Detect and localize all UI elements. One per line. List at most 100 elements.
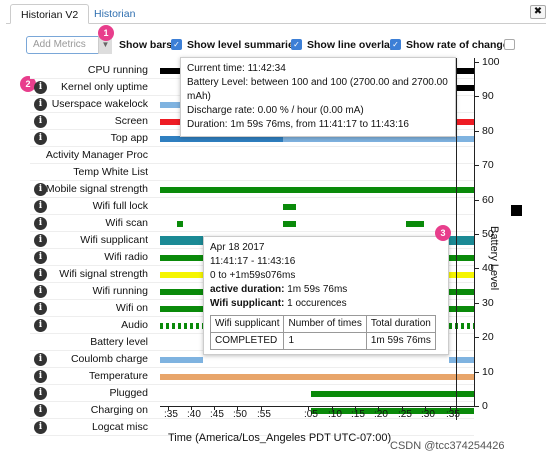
x-tick (355, 406, 356, 410)
info-icon[interactable]: i (34, 302, 47, 315)
y-tick-label: 30 (482, 296, 494, 309)
info-icon[interactable]: i (34, 285, 47, 298)
info-icon[interactable]: i (34, 98, 47, 111)
info-icon[interactable]: i (34, 370, 47, 383)
x-axis (160, 406, 474, 407)
tooltip-battery-level: Battery Level: between 100 and 100 (2700… (187, 77, 448, 102)
timeline-bar[interactable] (283, 136, 474, 142)
watermark: CSDN @tcc374254426 (390, 440, 505, 452)
timeline-bar[interactable] (160, 187, 474, 193)
timeline-row: i Wifi full lock (30, 198, 474, 215)
y-tick (474, 62, 479, 63)
timeline-bar[interactable] (160, 68, 180, 74)
timeline-bar[interactable] (449, 323, 474, 329)
x-tick-label: :15 (351, 409, 365, 420)
close-button[interactable]: ✖ (530, 5, 546, 19)
show-line-overlay-label: Show line overlay (307, 39, 396, 51)
row-label: Wifi on (115, 302, 148, 314)
row-label: Logcat misc (91, 421, 148, 433)
info-icon[interactable]: i (34, 200, 47, 213)
timeline-bar[interactable] (160, 374, 474, 380)
timeline-bar[interactable] (456, 68, 474, 74)
timeline-bar[interactable] (449, 357, 474, 363)
legend-swatch (511, 205, 522, 216)
timeline-row: i Temperature (30, 368, 474, 385)
table-row: COMPLETED 1 1m 59s 76ms (209, 332, 436, 350)
show-line-overlay-checkbox[interactable]: ✓ (390, 39, 401, 50)
show-bars-label: Show bars (119, 39, 173, 51)
timeline-bar[interactable] (160, 357, 203, 363)
x-tick-label: :35 (164, 409, 178, 420)
info-icon[interactable]: i (34, 387, 47, 400)
y-tick (474, 234, 479, 235)
y-tick-label: 20 (482, 331, 494, 344)
y-tick-label: 50 (482, 228, 494, 240)
show-bars-checkbox[interactable]: ✓ (171, 39, 182, 50)
timeline-bar[interactable] (160, 102, 180, 108)
timeline-bar[interactable] (311, 391, 474, 397)
x-tick-label: :30 (421, 409, 435, 420)
x-tick (425, 406, 426, 410)
timeline-bar[interactable] (177, 221, 183, 227)
timeline-bar[interactable] (283, 221, 296, 227)
row-label: Wifi radio (104, 251, 148, 263)
info-icon[interactable]: i (34, 115, 47, 128)
x-tick (261, 406, 262, 410)
row-label: CPU running (87, 64, 148, 76)
supplicant-table: Wifi supplicant Number of times Total dura… (209, 315, 436, 350)
timeline-row: i Plugged (30, 385, 474, 402)
info-icon[interactable]: i (34, 421, 47, 434)
row-label: Top app (110, 132, 148, 144)
info-icon[interactable]: i (34, 404, 47, 417)
info-icon[interactable]: i (34, 268, 47, 281)
row-label: Mobile signal strength (45, 183, 148, 195)
x-tick-label: :20 (374, 409, 388, 420)
y-tick (474, 337, 479, 339)
x-tick (308, 406, 309, 410)
info-icon[interactable]: i (34, 81, 47, 94)
row-label: Wifi full lock (92, 200, 148, 212)
x-tick (402, 406, 403, 410)
tab-historian[interactable]: Historian (94, 8, 136, 20)
annotation-badge-1: 1 (98, 25, 114, 41)
y-tick (474, 302, 479, 304)
timeline-bar[interactable] (311, 408, 474, 414)
row-label: Temp White List (73, 166, 148, 178)
timeline-row: Activity Manager Proc (30, 147, 474, 164)
x-tick (214, 406, 215, 410)
info-icon[interactable]: i (34, 251, 47, 264)
row-label: Temperature (89, 370, 148, 382)
timeline-bar[interactable] (406, 221, 424, 227)
y-tick-label: 100 (482, 56, 500, 68)
y-tick (474, 406, 479, 407)
row-label: Userspace wakelock (51, 98, 148, 110)
info-icon[interactable]: i (34, 319, 47, 332)
tooltip-range: 11:41:17 - 11:43:16 (210, 256, 296, 267)
timeline-bar[interactable] (283, 204, 296, 210)
timeline-row: i Mobile signal strength (30, 181, 474, 198)
info-icon[interactable]: i (34, 183, 47, 196)
x-tick-label: :35 (446, 409, 460, 420)
show-level-summaries-checkbox[interactable]: ✓ (291, 39, 302, 50)
row-label: Activity Manager Proc (45, 149, 148, 161)
x-tick (450, 406, 451, 410)
timeline-bar[interactable] (160, 323, 203, 329)
y-tick (474, 130, 479, 132)
row-label: Battery level (90, 336, 148, 348)
info-icon[interactable]: i (34, 353, 47, 366)
tooltip-discharge-rate: Discharge rate: 0.00 % / hour (0.00 mA) (187, 105, 364, 116)
y-tick (474, 268, 479, 270)
info-icon[interactable]: i (34, 217, 47, 230)
y-tick-label: 0 (482, 400, 488, 412)
x-axis-title: Time (America/Los_Angeles PDT UTC-07:00) (168, 432, 392, 444)
show-rate-of-change-checkbox[interactable] (504, 39, 515, 50)
timeline-bar[interactable] (160, 136, 283, 142)
time-cursor-line (456, 58, 457, 420)
info-icon[interactable]: i (34, 234, 47, 247)
tooltip-offset: 0 to +1m59s076ms (210, 270, 296, 281)
x-tick (237, 406, 238, 410)
tab-historian-v2[interactable]: Historian V2 (10, 4, 90, 24)
y-tick (474, 96, 479, 98)
timeline-bar[interactable] (456, 85, 474, 91)
info-icon[interactable]: i (34, 132, 47, 145)
